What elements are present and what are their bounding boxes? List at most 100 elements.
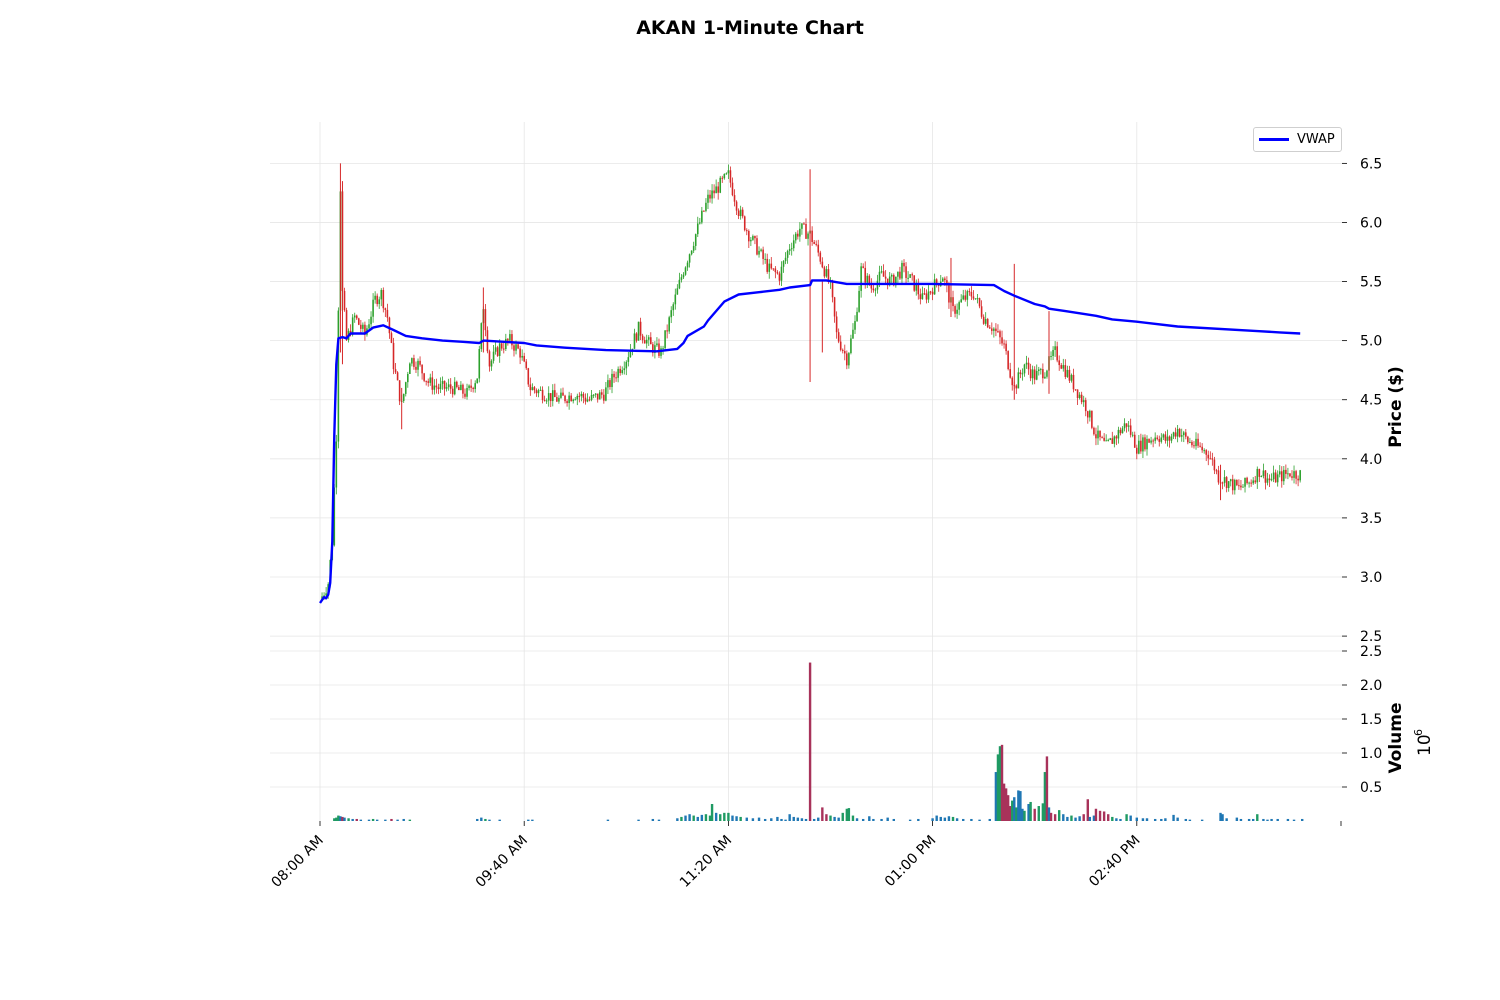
candle-body (715, 186, 717, 194)
volume-bar (1239, 818, 1243, 821)
candle-body (1084, 400, 1087, 412)
candle-body (384, 308, 387, 310)
candle-body (635, 333, 638, 341)
candle-body (1058, 360, 1061, 366)
candle-body (445, 387, 448, 389)
chart-title: AKAN 1-Minute Chart (636, 17, 864, 39)
candle-body (1136, 447, 1138, 454)
candle-body (376, 295, 378, 305)
volume-bar (531, 819, 534, 821)
candle-body (1105, 440, 1107, 442)
x-tick-label: 01:00 PM (882, 833, 940, 891)
candle-body (378, 299, 381, 305)
candle-body (972, 296, 975, 299)
volume-bar (1145, 818, 1149, 821)
candle-body (345, 310, 348, 340)
volume-bar (1172, 814, 1175, 821)
candle-body (874, 289, 877, 291)
candle-body (1109, 438, 1112, 440)
candle-body (466, 388, 468, 397)
candle-body (831, 280, 834, 298)
candle-body (1238, 485, 1240, 487)
volume-bar (1301, 818, 1304, 821)
candle-body (1185, 432, 1187, 437)
candle-body (703, 210, 705, 212)
candle-body (948, 285, 950, 303)
volume-bar (1262, 818, 1265, 821)
candle-body (929, 291, 932, 293)
candle-body (774, 268, 777, 273)
candle-body (1287, 473, 1289, 475)
candle-body (682, 274, 685, 278)
volume-bar (847, 808, 851, 821)
volume-bar (1006, 795, 1010, 821)
candle-body (956, 309, 958, 314)
candle-body (1289, 473, 1291, 477)
volume-bar (606, 819, 610, 821)
candle-body (592, 394, 595, 396)
candle-body (1191, 441, 1193, 446)
candle-body (588, 399, 591, 401)
candle-body (566, 401, 568, 404)
candle-body (464, 393, 466, 397)
candle-body (946, 280, 948, 286)
volume-bar (1033, 808, 1036, 821)
candle-body (890, 274, 893, 277)
candle-body (390, 333, 393, 343)
candle-body (860, 266, 862, 291)
volume-bar (1045, 756, 1049, 821)
candle-body (1285, 469, 1287, 474)
candle-body (1252, 480, 1254, 484)
candle-body (978, 298, 981, 307)
candle-body (854, 321, 856, 330)
candle-body (637, 321, 640, 341)
volume-bar (1115, 818, 1118, 821)
grid (270, 122, 1342, 821)
candle-body (878, 271, 881, 281)
candle-body (668, 317, 670, 332)
candle-body (513, 345, 515, 351)
candle-body (1127, 425, 1130, 427)
candle-body (607, 380, 609, 388)
volume-bar (408, 819, 412, 821)
volume-bar (684, 815, 687, 821)
candle-body (678, 279, 681, 289)
candle-body (1125, 423, 1128, 427)
candle-body (666, 330, 668, 332)
volume-bar (855, 818, 859, 821)
candle-body (1293, 471, 1295, 478)
volume-bar (1160, 818, 1163, 821)
candle-body (788, 249, 791, 252)
vwap-line (319, 279, 1301, 604)
candle-body (337, 310, 340, 442)
candle-body (1146, 438, 1148, 450)
volume-bar (1266, 819, 1269, 821)
price-axis-label: Price ($) (1386, 366, 1406, 448)
candle-body (786, 251, 789, 258)
volume-bar (886, 817, 889, 821)
candle-body (999, 331, 1001, 338)
candle-body (1078, 394, 1081, 399)
candle-body (451, 388, 454, 395)
volume-bar (692, 815, 695, 821)
candle-body (584, 397, 587, 402)
candle-body (658, 343, 660, 356)
volume-bar (1017, 790, 1020, 821)
candle-body (1274, 472, 1277, 483)
candle-body (484, 309, 487, 331)
candle-body (357, 318, 360, 325)
candle-body (942, 278, 944, 282)
volume-bar (845, 808, 849, 821)
candle-body (500, 343, 503, 349)
candle-body (1033, 369, 1036, 380)
candle-body (858, 290, 860, 312)
volume-bar (829, 815, 832, 821)
candle-body (531, 387, 534, 391)
candle-body (511, 334, 513, 346)
candle-body (888, 276, 891, 286)
volume-bar (812, 818, 816, 821)
candle-body (1144, 437, 1146, 450)
candle-body (1142, 437, 1144, 452)
candle-body (507, 338, 509, 341)
volume-bar (396, 819, 399, 821)
